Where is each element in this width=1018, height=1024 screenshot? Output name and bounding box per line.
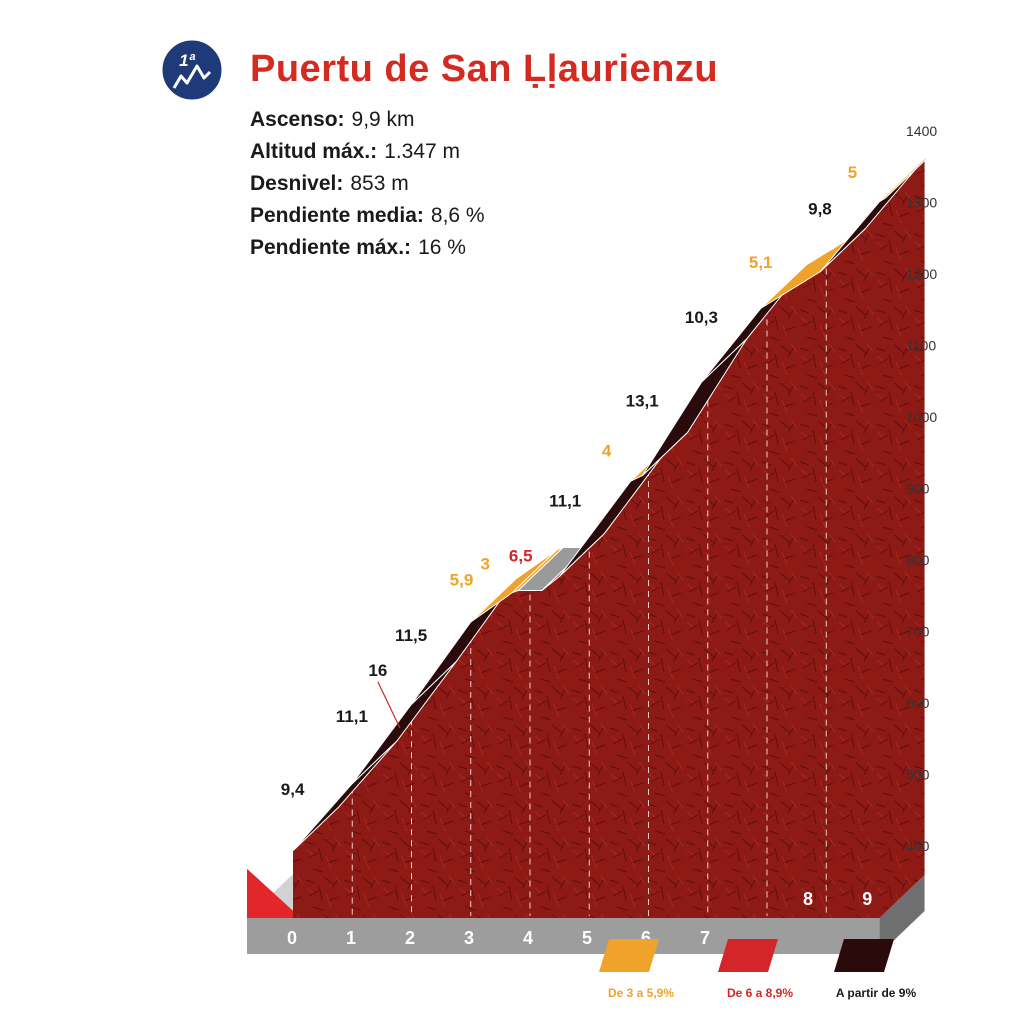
gradient-label: 5,9 [450, 570, 474, 589]
y-tick-label: 1100 [906, 338, 936, 354]
x-tick-label: 6 [641, 928, 651, 948]
y-tick-label: 800 [906, 552, 930, 568]
base-front-face [247, 918, 880, 954]
max-gradient-pointer [377, 681, 401, 729]
gradient-label: 10,3 [685, 308, 718, 327]
x-tick-label: 7 [700, 928, 710, 948]
x-tick-label: 8 [803, 889, 813, 909]
gradient-label: 13,1 [626, 392, 659, 411]
gradient-label: 11,1 [549, 492, 581, 511]
stat-label: Desnivel: [250, 172, 344, 195]
category-badge: 1ª [160, 38, 224, 102]
climb-stats: Ascenso: 9,9 km Altitud máx.: 1.347 m Desn… [250, 104, 485, 264]
gradient-label: 6,5 [509, 546, 533, 565]
legend-swatch [599, 939, 659, 972]
x-tick-label: 9 [862, 889, 872, 909]
stat-value: 8,6 % [430, 204, 485, 227]
x-tick-label: 3 [464, 928, 474, 948]
gradient-label: 3 [480, 555, 489, 574]
stat-row-ascent: Ascenso: 9,9 km [250, 104, 485, 136]
stat-value: 1.347 m [384, 140, 461, 163]
gradient-label: 4 [602, 441, 612, 460]
gradient-bands [292, 154, 931, 852]
legend: De 3 a 5,9% De 6 a 8,9% A partir de 9% [599, 939, 916, 1000]
stat-label: Pendiente media: [250, 204, 424, 227]
gradient-label: 11,5 [395, 626, 427, 645]
legend-swatch [718, 939, 778, 972]
x-tick-label: 0 [287, 928, 297, 948]
y-tick-label: 1000 [906, 409, 937, 425]
x-tick-label: 2 [405, 928, 415, 948]
altitude-axis: 400 500 600 700 800 900 1000 1100 1200 1300 1400 [906, 123, 937, 854]
km-axis: 0 1 2 3 4 5 6 7 8 9 [287, 889, 872, 948]
y-tick-label: 400 [906, 838, 930, 854]
terrain-area [293, 158, 925, 918]
y-tick-label: 500 [906, 767, 930, 783]
base-side-face [879, 875, 925, 954]
x-tick-label: 1 [346, 928, 356, 948]
stat-row-max-altitude: Altitud máx.: 1.347 m [250, 136, 485, 168]
stat-value: 9,9 km [351, 108, 415, 131]
page-title: Puertu de San Ḷḷaurienzu [250, 48, 719, 90]
stat-label: Ascenso: [250, 108, 345, 131]
gradient-band [879, 154, 931, 202]
stat-label: Pendiente máx.: [250, 236, 412, 259]
x-tick-label: 5 [582, 928, 592, 948]
gradient-label: 5 [848, 163, 857, 182]
profile-front-edge [247, 868, 293, 918]
stat-row-average-gradient: Pendiente media: 8,6 % [250, 200, 485, 232]
x-tick-label: 4 [523, 928, 533, 948]
y-tick-label: 1300 [906, 195, 937, 211]
stat-value: 16 % [418, 236, 466, 259]
stat-value: 853 m [350, 172, 409, 195]
y-tick-label: 900 [906, 481, 930, 497]
stat-label: Altitud máx.: [250, 140, 378, 163]
gradient-label: 9,4 [281, 780, 305, 799]
max-gradient-label: 16 [368, 661, 387, 680]
legend-label: De 3 a 5,9% [608, 986, 674, 1000]
gradient-labels: 9,4 11,1 16 11,5 5,9 3 6,5 11,1 4 13,1 10,3 5,1 9,8 5 [281, 163, 857, 799]
legend-label: A partir de 9% [836, 986, 917, 1000]
badge-category-label: 1ª [179, 51, 195, 70]
mountain-icon [172, 64, 212, 89]
gradient-label: 5,1 [749, 253, 773, 272]
y-tick-label: 700 [906, 624, 930, 640]
terrain-body [293, 158, 925, 918]
y-tick-label: 600 [906, 695, 930, 711]
stat-row-max-gradient: Pendiente máx.: 16 % [250, 232, 485, 264]
gradient-label: 11,1 [336, 707, 368, 726]
km-gridlines [351, 268, 827, 916]
y-tick-label: 1400 [906, 123, 937, 139]
legend-swatch [834, 939, 894, 972]
stat-row-elevation-gain: Desnivel: 853 m [250, 168, 485, 200]
y-tick-label: 1200 [906, 266, 937, 282]
legend-label: De 6 a 8,9% [727, 986, 793, 1000]
gradient-label: 9,8 [808, 200, 832, 219]
